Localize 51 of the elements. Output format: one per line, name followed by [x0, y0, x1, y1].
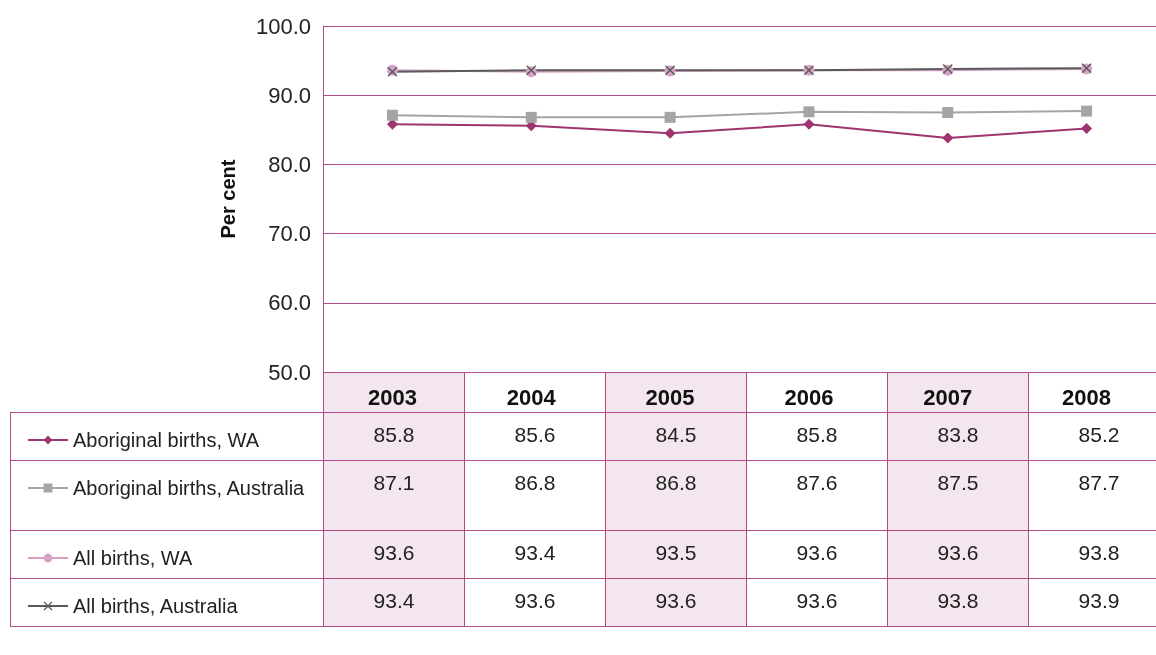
data-label: 93.8 [887, 578, 1029, 627]
x-tick-label: 2008 [1062, 384, 1112, 410]
data-label: 93.5 [605, 530, 747, 579]
data-label: 93.6 [746, 578, 888, 627]
y-tick-label: 50.0 [268, 359, 311, 385]
data-label: 85.6 [464, 412, 606, 461]
data-label: 93.6 [464, 578, 606, 627]
point [942, 107, 954, 118]
y-tick-label: 70.0 [268, 221, 311, 247]
data-label: 93.6 [746, 530, 888, 579]
data-label: 86.8 [605, 460, 747, 531]
point [1081, 122, 1093, 134]
data-label: 93.9 [1028, 578, 1156, 627]
point [525, 111, 537, 123]
data-label: 93.4 [323, 578, 465, 627]
legend-label: All births, WA [73, 547, 193, 569]
legend-label: Aboriginal births, WA [73, 429, 260, 451]
data-label: 87.1 [323, 460, 465, 531]
y-axis-title: Per cent [217, 159, 239, 239]
data-label: 93.4 [464, 530, 606, 579]
point [1081, 105, 1093, 117]
y-tick-label: 80.0 [268, 151, 311, 177]
data-label: 93.8 [1028, 530, 1156, 579]
point [386, 109, 398, 121]
x-tick-label: 2003 [367, 384, 417, 410]
data-label: 84.5 [605, 412, 747, 461]
x-tick-label: 2005 [645, 384, 695, 410]
data-label: 93.6 [887, 530, 1029, 579]
point [664, 127, 676, 139]
data-label: 93.6 [605, 578, 747, 627]
data-label: 85.8 [323, 412, 465, 461]
x-tick-label: 2004 [506, 384, 557, 410]
x-tick-label: 2006 [784, 384, 834, 410]
data-label: 87.7 [1028, 460, 1156, 531]
y-tick-label: 60.0 [268, 290, 311, 316]
data-label: 87.6 [746, 460, 888, 531]
point [803, 118, 815, 130]
legend-label: All births, Australia [73, 595, 239, 617]
y-tick-label: 90.0 [268, 82, 311, 108]
x-tick-label: 2007 [923, 384, 973, 410]
point [664, 111, 676, 123]
data-label: 93.6 [323, 530, 465, 579]
legend-label: Aboriginal births, Australia [73, 477, 306, 499]
data-label: 87.5 [887, 460, 1029, 531]
data-label: 86.8 [464, 460, 606, 531]
point [803, 106, 815, 118]
point [942, 132, 954, 144]
data-label: 85.8 [746, 412, 888, 461]
y-tick-label: 100.0 [255, 13, 311, 39]
data-label: 85.2 [1028, 412, 1156, 461]
data-label: 83.8 [887, 412, 1029, 461]
